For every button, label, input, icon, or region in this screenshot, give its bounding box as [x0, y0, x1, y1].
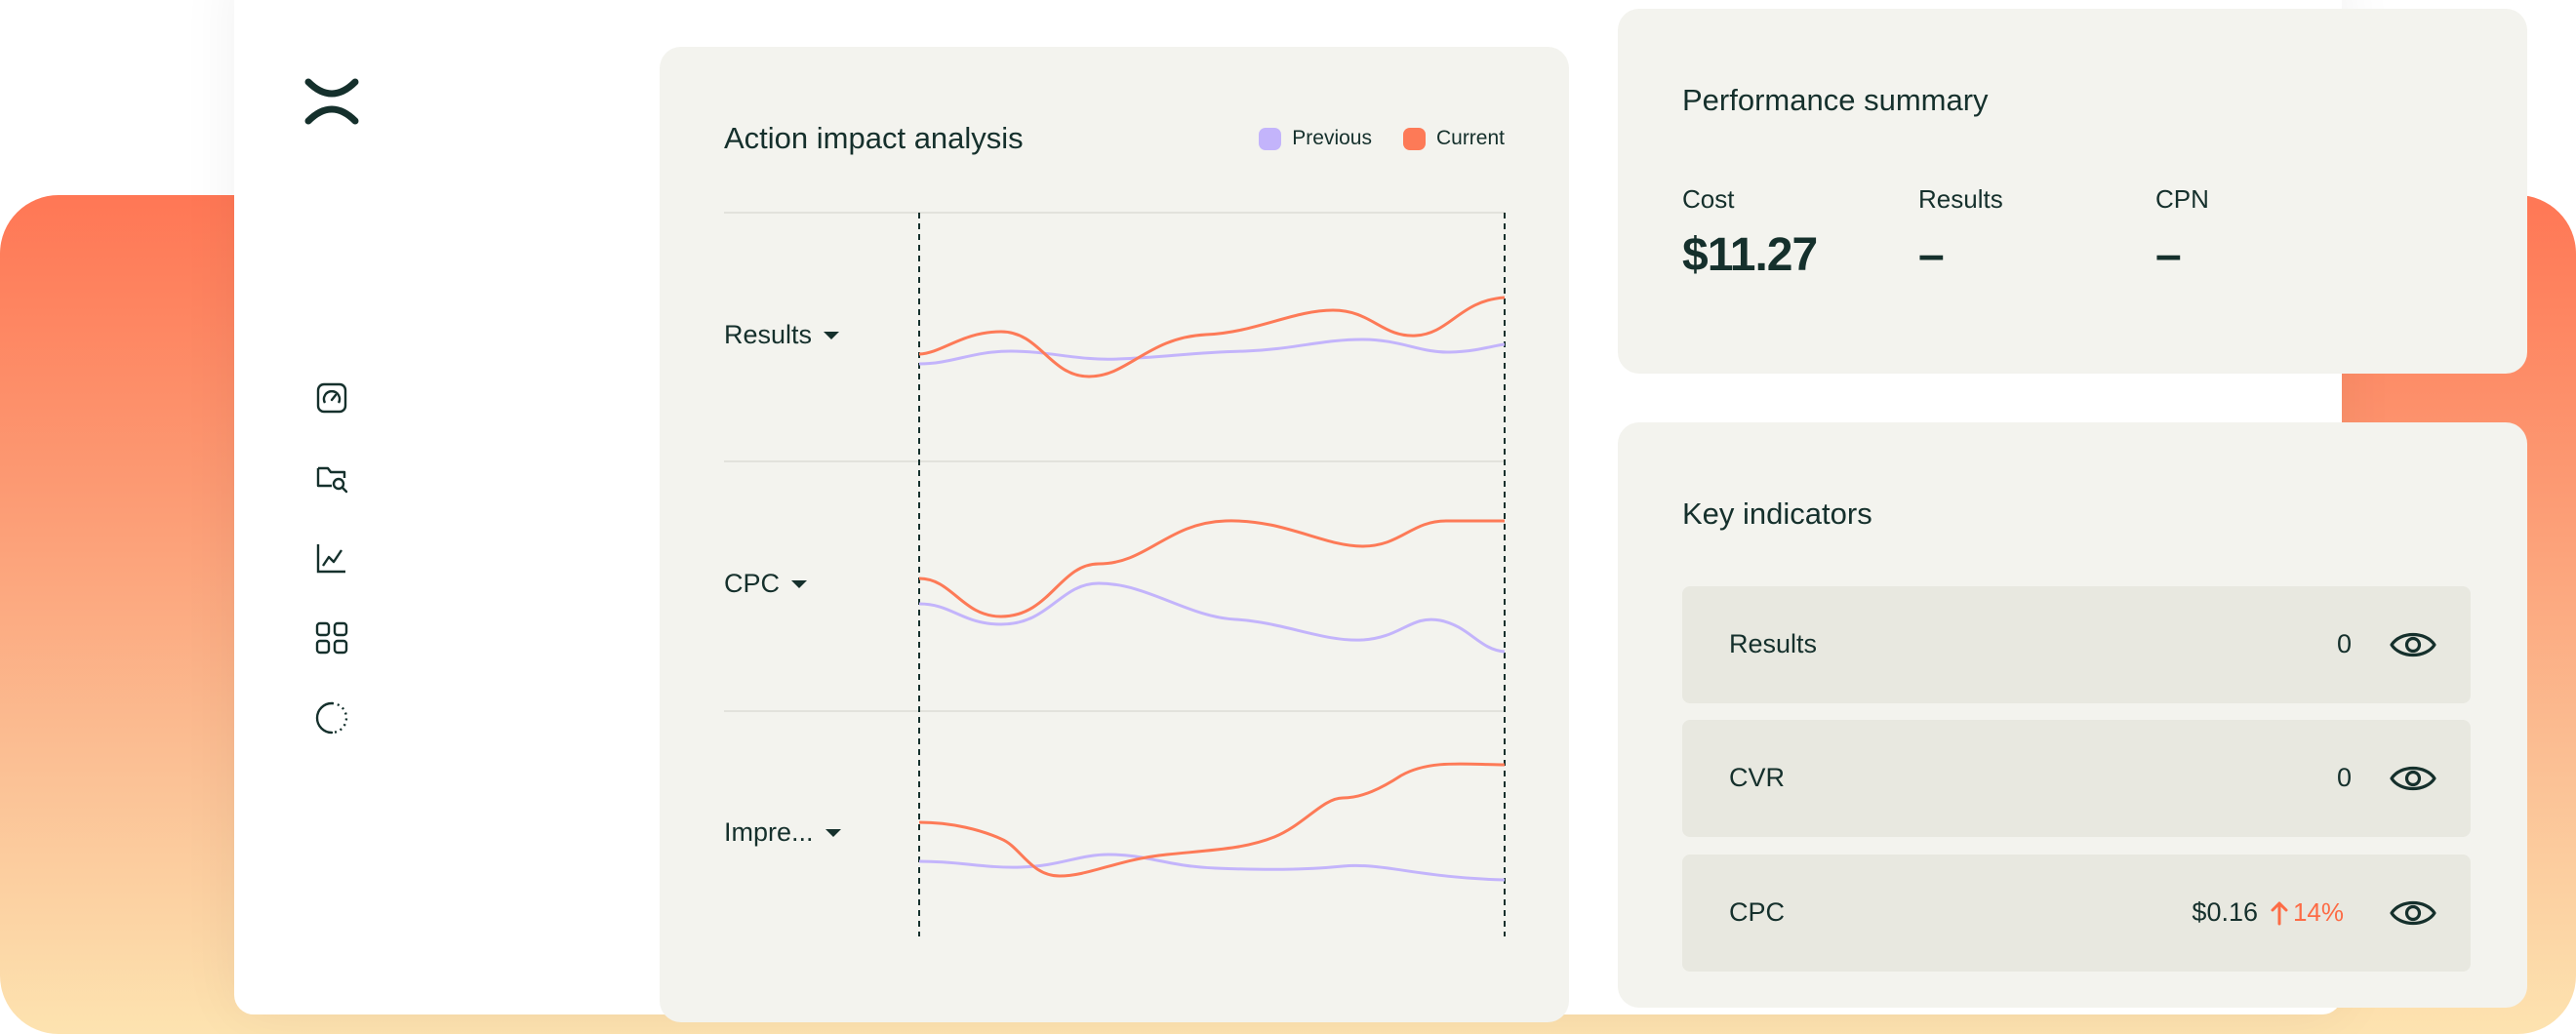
metric-dropdown-label: CPC	[724, 569, 781, 598]
legend-swatch-previous	[1259, 127, 1282, 150]
stat-value: $11.27	[1682, 229, 1818, 281]
metric-dropdown-results[interactable]: Results	[724, 320, 840, 350]
sidebar	[234, 0, 424, 1014]
action-impact-card: Action impact analysis Previous Current	[660, 47, 1569, 1022]
arrow-up-icon	[2271, 901, 2288, 925]
grid-icon[interactable]	[312, 618, 351, 657]
brand-logo[interactable]	[304, 78, 359, 125]
performance-summary-card: Performance summary Cost $11.27 Results …	[1618, 9, 2527, 374]
impressions-previous-line	[918, 853, 1506, 882]
legend-current: Current	[1402, 127, 1505, 150]
stat-cost: Cost $11.27	[1682, 184, 1818, 282]
indicator-label: Results	[1729, 629, 1818, 658]
results-previous-line	[918, 338, 1506, 366]
stat-label: Results	[1918, 184, 2003, 214]
loading-circle-icon[interactable]	[312, 698, 351, 737]
stat-label: Cost	[1682, 184, 1735, 214]
impact-title: Action impact analysis	[724, 121, 1024, 155]
legend-previous: Previous	[1259, 127, 1372, 150]
legend-label-current: Current	[1435, 127, 1505, 149]
results-current-line	[918, 296, 1506, 378]
eye-icon[interactable]	[2389, 755, 2437, 802]
metric-dropdown-label: Impre...	[724, 817, 814, 847]
indicator-change-value: 14%	[2292, 897, 2344, 927]
chart-legend: Previous Current	[1259, 127, 1505, 150]
stat-value: –	[1918, 229, 1945, 281]
eye-icon[interactable]	[2389, 890, 2437, 936]
indicator-label: CVR	[1729, 763, 1786, 792]
indicator-row-results: Results 0	[1682, 586, 2471, 703]
impact-chart	[724, 212, 1506, 936]
impressions-current-line	[918, 762, 1506, 878]
indicator-row-cpc: CPC $0.16 14%	[1682, 855, 2471, 972]
indicator-row-cvr: CVR 0	[1682, 720, 2471, 837]
metric-dropdown-impressions[interactable]: Impre...	[724, 817, 841, 848]
performance-title: Performance summary	[1682, 83, 1989, 117]
stat-label: CPN	[2155, 184, 2209, 214]
eye-icon[interactable]	[2389, 621, 2437, 668]
indicator-label: CPC	[1729, 897, 1786, 927]
caret-down-icon	[825, 828, 841, 837]
metric-dropdown-cpc[interactable]: CPC	[724, 569, 808, 599]
stat-results: Results –	[1918, 184, 2003, 282]
indicator-value: 0	[2336, 629, 2352, 658]
caret-down-icon	[824, 331, 840, 339]
legend-label-previous: Previous	[1292, 127, 1372, 149]
folder-search-icon[interactable]	[312, 458, 351, 497]
stat-cpn: CPN –	[2155, 184, 2209, 282]
app-window: Action impact analysis Previous Current	[234, 0, 2527, 1022]
key-indicators-title: Key indicators	[1682, 497, 1872, 531]
legend-swatch-current	[1402, 127, 1426, 150]
caret-down-icon	[791, 579, 808, 588]
metric-dropdown-label: Results	[724, 320, 813, 349]
key-indicators-card: Key indicators Results 0 CVR 0 CPC	[1618, 422, 2527, 1008]
cpc-current-line	[918, 519, 1505, 618]
indicator-value: 0	[2336, 763, 2352, 792]
cpc-previous-line	[918, 581, 1506, 654]
indicator-value: $0.16	[2192, 897, 2258, 927]
indicator-change: 14%	[2270, 897, 2344, 928]
gauge-icon[interactable]	[312, 378, 351, 418]
stat-value: –	[2155, 229, 2182, 281]
chart-line-icon[interactable]	[312, 538, 351, 577]
